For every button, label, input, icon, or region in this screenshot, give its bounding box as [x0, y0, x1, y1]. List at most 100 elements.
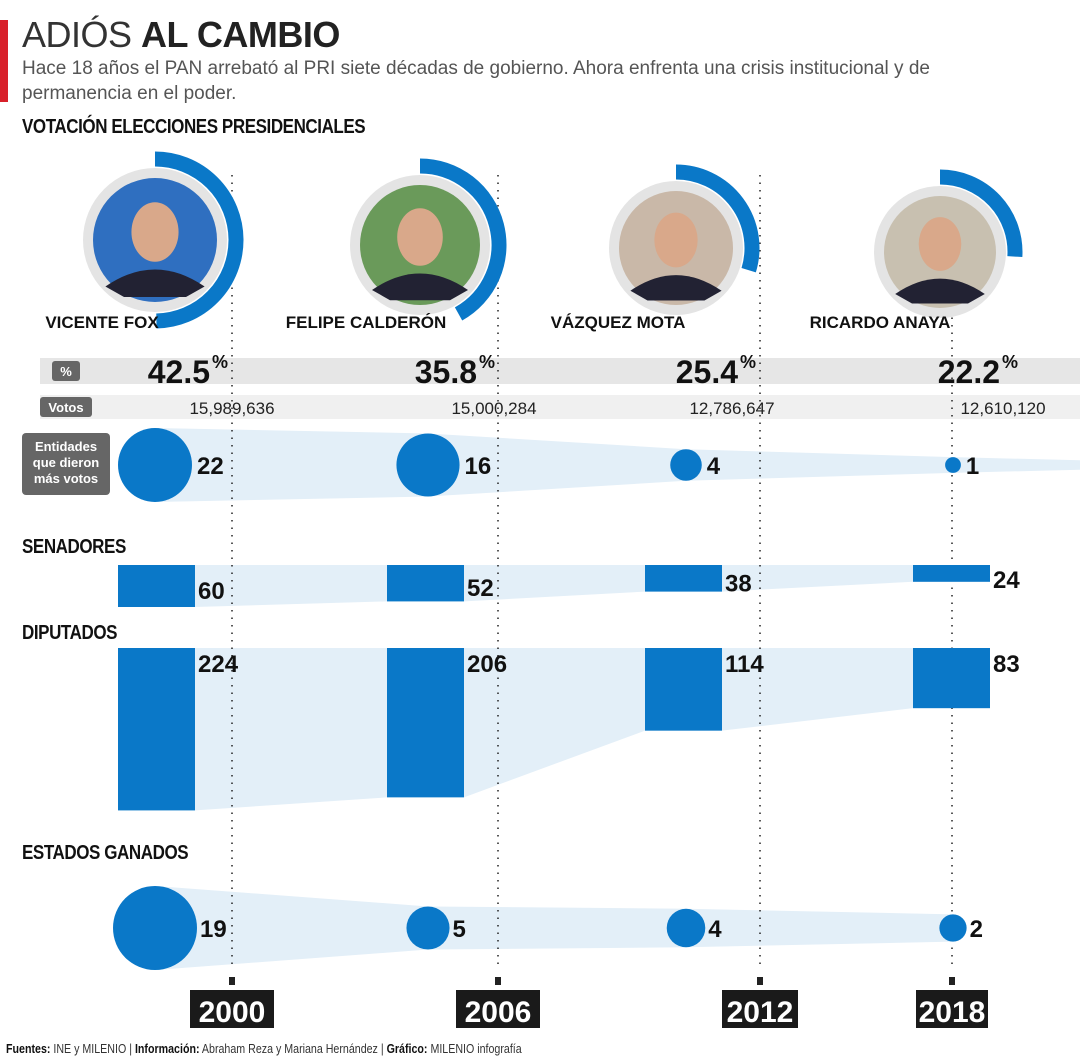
footer-credits: Fuentes: INE y MILENIO | Información: Ab…: [6, 1041, 522, 1056]
entities-circle: [118, 428, 192, 502]
deputies-value: 83: [993, 651, 1020, 678]
deputies-bar: [645, 648, 722, 731]
section-senators: SENADORES: [22, 536, 126, 558]
title-light: ADIÓS: [22, 14, 132, 55]
portrait-face: [131, 202, 179, 262]
year-label: 2018: [919, 996, 986, 1029]
states-value: 5: [453, 916, 466, 943]
entities-label-line: Entidades: [35, 439, 97, 454]
candidate-name: RICARDO ANAYA: [810, 313, 951, 332]
candidate-name: VICENTE FOX: [45, 313, 159, 332]
senators-band: [118, 565, 990, 607]
deputies-bar: [118, 648, 195, 811]
entities-value: 22: [197, 453, 224, 480]
vote-share-arc: [675, 164, 760, 273]
entities-value: 4: [707, 453, 721, 480]
votes-label-box: [40, 397, 92, 417]
graphic: MILENIO infografía: [430, 1041, 522, 1056]
year-label: 2000: [199, 996, 266, 1029]
entities-circle: [945, 457, 961, 473]
candidate-name: FELIPE CALDERÓN: [286, 313, 447, 332]
percent-value: 25.4: [676, 354, 738, 390]
portrait-shoulders: [105, 269, 205, 298]
senators-bar: [118, 565, 195, 607]
percent-value: 42.5: [148, 354, 210, 390]
year-tick: [949, 977, 955, 985]
votes-value: 15,000,284: [451, 399, 536, 418]
votes-label: Votos: [48, 400, 83, 415]
year-tick: [757, 977, 763, 985]
deputies-value: 224: [198, 651, 239, 678]
section-states: ESTADOS GANADOS: [22, 842, 189, 864]
states-band: [155, 886, 960, 970]
senators-value: 24: [993, 567, 1020, 594]
section-presidential: VOTACIÓN ELECCIONES PRESIDENCIALES: [22, 116, 366, 138]
senators-value: 60: [198, 578, 225, 605]
votes-value: 12,610,120: [960, 399, 1045, 418]
states-circle: [666, 908, 706, 948]
portrait-shoulders: [895, 278, 985, 304]
states-circle: [113, 886, 197, 970]
percent-label: %: [60, 364, 72, 379]
portrait-face: [654, 212, 698, 268]
deputies-band: [118, 648, 990, 811]
entities-circle: [670, 449, 702, 481]
percent-unit: %: [479, 352, 495, 372]
year-label-box: [190, 990, 274, 1028]
percent-value: 35.8: [415, 354, 477, 390]
states-circle: [939, 914, 967, 942]
portrait-shoulders: [630, 275, 722, 301]
deputies-value: 114: [725, 651, 764, 678]
title-accent-bar: [0, 20, 8, 102]
percent-unit: %: [212, 352, 228, 372]
senators-value: 52: [467, 575, 494, 602]
votes-value: 15,989,636: [189, 399, 274, 418]
states-value: 2: [970, 916, 983, 943]
page-title: ADIÓS AL CAMBIO: [22, 14, 340, 56]
year-label: 2012: [727, 996, 794, 1029]
vote-share-arc: [419, 158, 507, 321]
portrait-shoulders: [372, 273, 468, 301]
year-tick: [495, 977, 501, 985]
candidate-name: VÁZQUEZ MOTA: [551, 313, 686, 332]
senators-bar: [645, 565, 722, 592]
title-bold: AL CAMBIO: [141, 14, 340, 55]
states-value: 19: [200, 916, 227, 943]
year-label-box: [722, 990, 798, 1028]
votes-row-bg: [40, 395, 1080, 419]
portrait-face: [397, 208, 443, 266]
info: Abraham Reza y Mariana Hernández |: [201, 1041, 384, 1056]
subtitle: Hace 18 años el PAN arrebató al PRI siet…: [22, 58, 930, 104]
entities-label-box: [22, 433, 110, 495]
sources-label: Fuentes:: [6, 1041, 51, 1056]
sources: INE y MILENIO |: [53, 1041, 132, 1056]
deputies-bar: [913, 648, 990, 709]
info-label: Información:: [134, 1041, 200, 1056]
percent-row-bg: [40, 358, 1080, 384]
senators-value: 38: [725, 570, 752, 597]
percent-unit: %: [1002, 352, 1018, 372]
entities-circle: [396, 433, 460, 497]
portrait-face: [918, 217, 962, 271]
entities-value: 1: [966, 453, 979, 480]
votes-value: 12,786,647: [689, 399, 774, 418]
year-label-box: [916, 990, 988, 1028]
deputies-value: 206: [467, 651, 507, 678]
states-circle: [406, 906, 450, 950]
percent-label-box: [52, 361, 80, 381]
senators-bar: [387, 565, 464, 602]
vote-share-arc: [939, 169, 1023, 258]
year-tick: [229, 977, 235, 985]
entities-label-line: que dieron: [33, 455, 100, 470]
entities-value: 16: [465, 453, 492, 480]
vote-share-arc: [154, 151, 244, 329]
percent-unit: %: [740, 352, 756, 372]
deputies-bar: [387, 648, 464, 798]
year-label: 2006: [465, 996, 532, 1029]
percent-value: 22.2: [938, 354, 1000, 390]
graphic-label: Gráfico:: [386, 1041, 428, 1056]
entities-band: [155, 428, 1080, 502]
section-deputies: DIPUTADOS: [22, 622, 118, 644]
